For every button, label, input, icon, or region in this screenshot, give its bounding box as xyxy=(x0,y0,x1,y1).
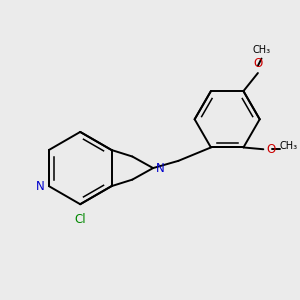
Text: CH₃: CH₃ xyxy=(252,45,271,55)
Text: N: N xyxy=(36,180,45,193)
Text: O: O xyxy=(266,143,275,156)
Text: O: O xyxy=(253,57,262,70)
Text: CH₃: CH₃ xyxy=(280,141,298,151)
Text: Cl: Cl xyxy=(74,213,86,226)
Text: N: N xyxy=(156,162,165,175)
